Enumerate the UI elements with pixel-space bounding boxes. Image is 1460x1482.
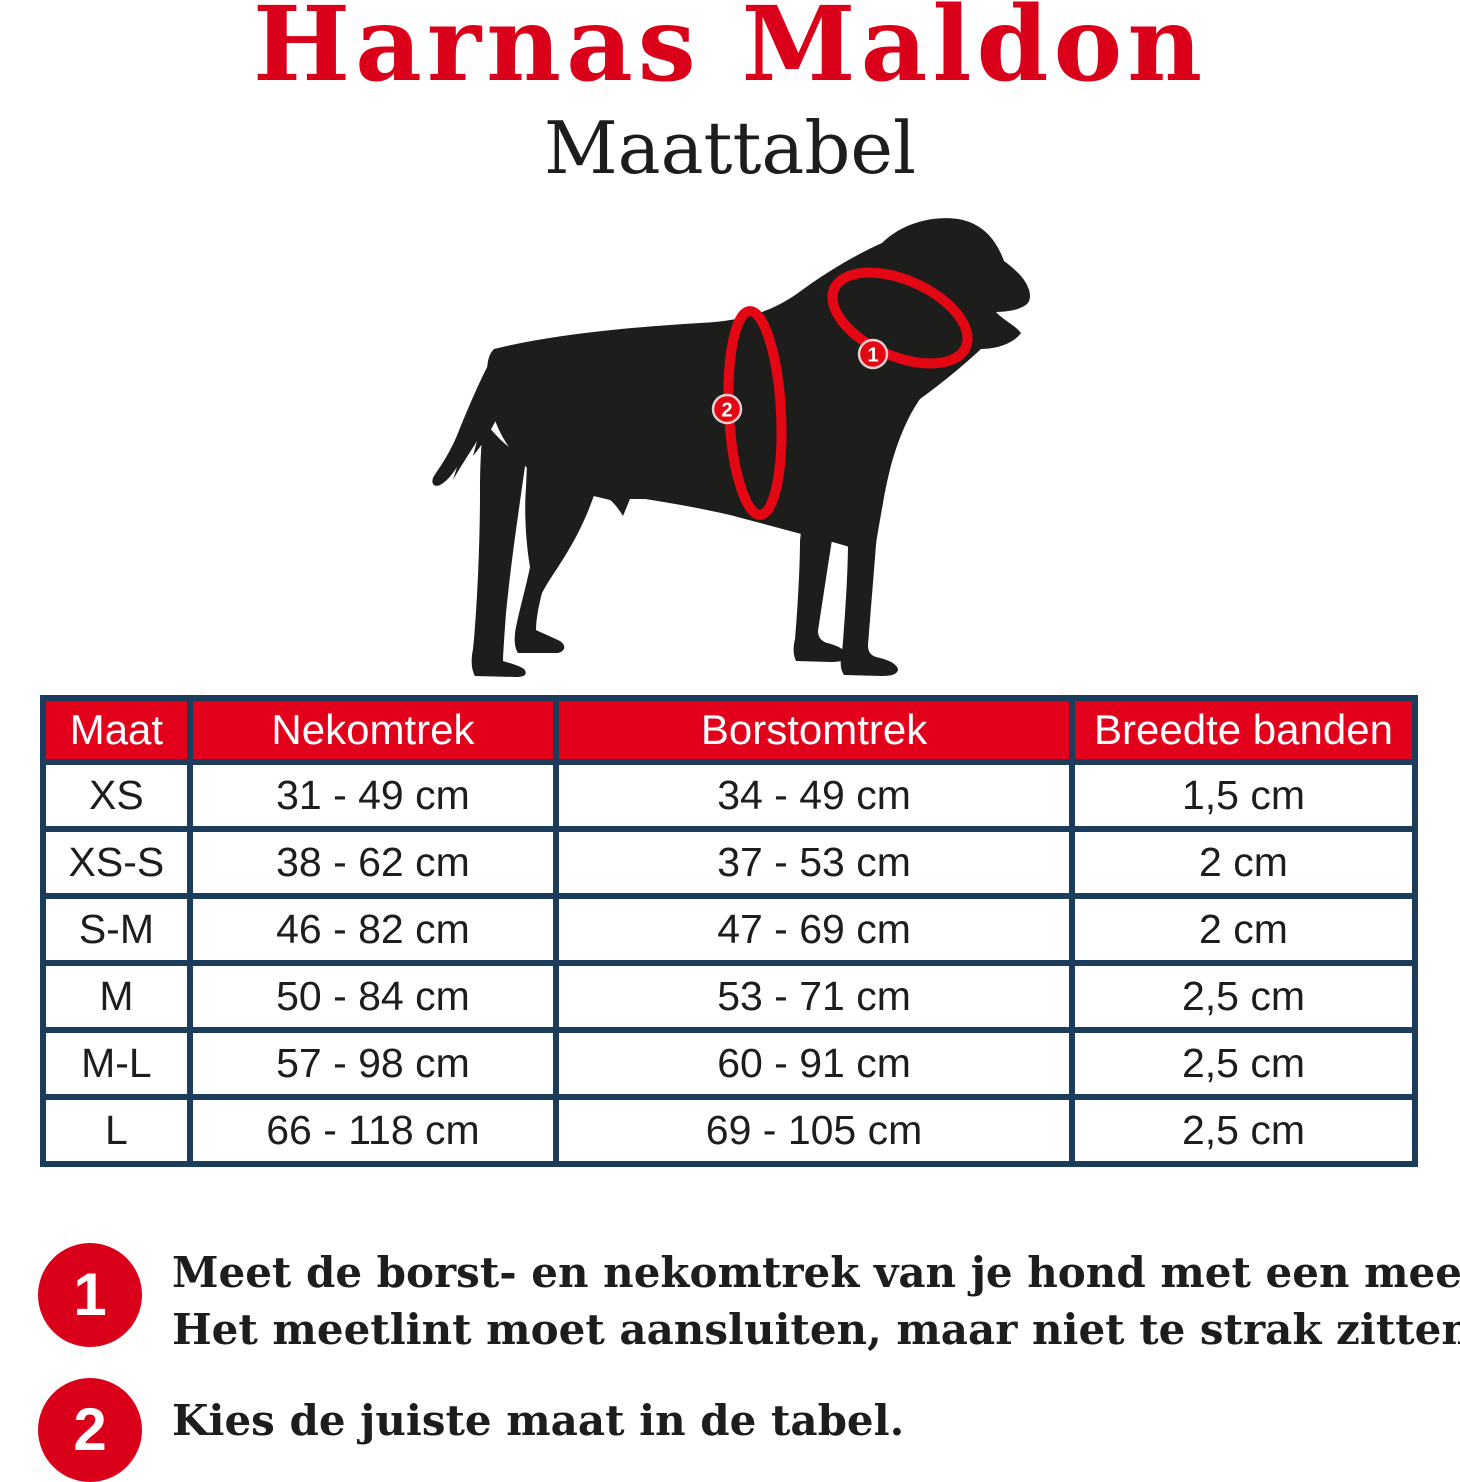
cell-band-width: 2 cm [1068,893,1419,966]
dog-front-leg [840,511,898,676]
column-header-maat: Maat [40,695,193,765]
table-row: M 50 - 84 cm 53 - 71 cm 2,5 cm [40,960,1419,1033]
size-table: Maat Nekomtrek Borstomtrek Breedte bande… [40,695,1419,1167]
dog-measurement-diagram: 1 2 [430,213,1030,685]
note-2-number: 2 [73,1396,107,1463]
column-header-nekomtrek: Nekomtrek [186,695,560,765]
cell-chest: 34 - 49 cm [553,759,1075,832]
column-header-borstomtrek: Borstomtrek [553,695,1075,765]
cell-size: M-L [40,1027,193,1100]
cell-chest: 69 - 105 cm [553,1094,1075,1167]
table-row: M-L 57 - 98 cm 60 - 91 cm 2,5 cm [40,1027,1419,1100]
measure-marker-2: 2 [711,393,743,425]
note-1-text: Meet de borst- en nekomtrek van je hond … [172,1244,1460,1358]
cell-neck: 31 - 49 cm [186,759,560,832]
svg-text:2: 2 [721,400,732,422]
note-2-line-1: Kies de juiste maat in de tabel. [172,1396,905,1445]
column-header-breedte-banden: Breedte banden [1068,695,1419,765]
cell-neck: 66 - 118 cm [186,1094,560,1167]
dog-front-leg-far [793,521,847,662]
dog-hind-leg [514,441,602,653]
cell-chest: 53 - 71 cm [553,960,1075,1033]
measure-marker-1: 1 [857,338,889,370]
cell-chest: 47 - 69 cm [553,893,1075,966]
table-row: S-M 46 - 82 cm 47 - 69 cm 2 cm [40,893,1419,966]
cell-chest: 60 - 91 cm [553,1027,1075,1100]
dog-hind-leg-far [471,421,526,677]
note-1-line-2: Het meetlint moet aansluiten, maar niet … [172,1305,1460,1354]
table-header-row: Maat Nekomtrek Borstomtrek Breedte bande… [40,695,1419,765]
cell-neck: 46 - 82 cm [186,893,560,966]
page-title: Harnas Maldon [252,0,1208,105]
note-2-text: Kies de juiste maat in de tabel. [172,1392,904,1449]
table-row: L 66 - 118 cm 69 - 105 cm 2,5 cm [40,1094,1419,1167]
cell-band-width: 2 cm [1068,826,1419,899]
cell-neck: 38 - 62 cm [186,826,560,899]
cell-neck: 57 - 98 cm [186,1027,560,1100]
cell-size: XS-S [40,826,193,899]
cell-band-width: 2,5 cm [1068,960,1419,1033]
cell-neck: 50 - 84 cm [186,960,560,1033]
cell-band-width: 2,5 cm [1068,1027,1419,1100]
cell-size: M [40,960,193,1033]
dog-body [486,218,1030,557]
cell-chest: 37 - 53 cm [553,826,1075,899]
svg-text:1: 1 [867,345,878,367]
note-1-line-1: Meet de borst- en nekomtrek van je hond … [172,1248,1460,1297]
note-1-number: 1 [73,1261,107,1328]
note-2-badge: 2 [38,1378,142,1482]
dog-silhouette-icon: 1 2 [432,218,1030,677]
table-row: XS 31 - 49 cm 34 - 49 cm 1,5 cm [40,759,1419,832]
note-1-badge: 1 [38,1243,142,1347]
page-subtitle: Maattabel [543,106,917,190]
table-row: XS-S 38 - 62 cm 37 - 53 cm 2 cm [40,826,1419,899]
cell-band-width: 1,5 cm [1068,759,1419,832]
cell-size: XS [40,759,193,832]
cell-size: L [40,1094,193,1167]
cell-band-width: 2,5 cm [1068,1094,1419,1167]
cell-size: S-M [40,893,193,966]
